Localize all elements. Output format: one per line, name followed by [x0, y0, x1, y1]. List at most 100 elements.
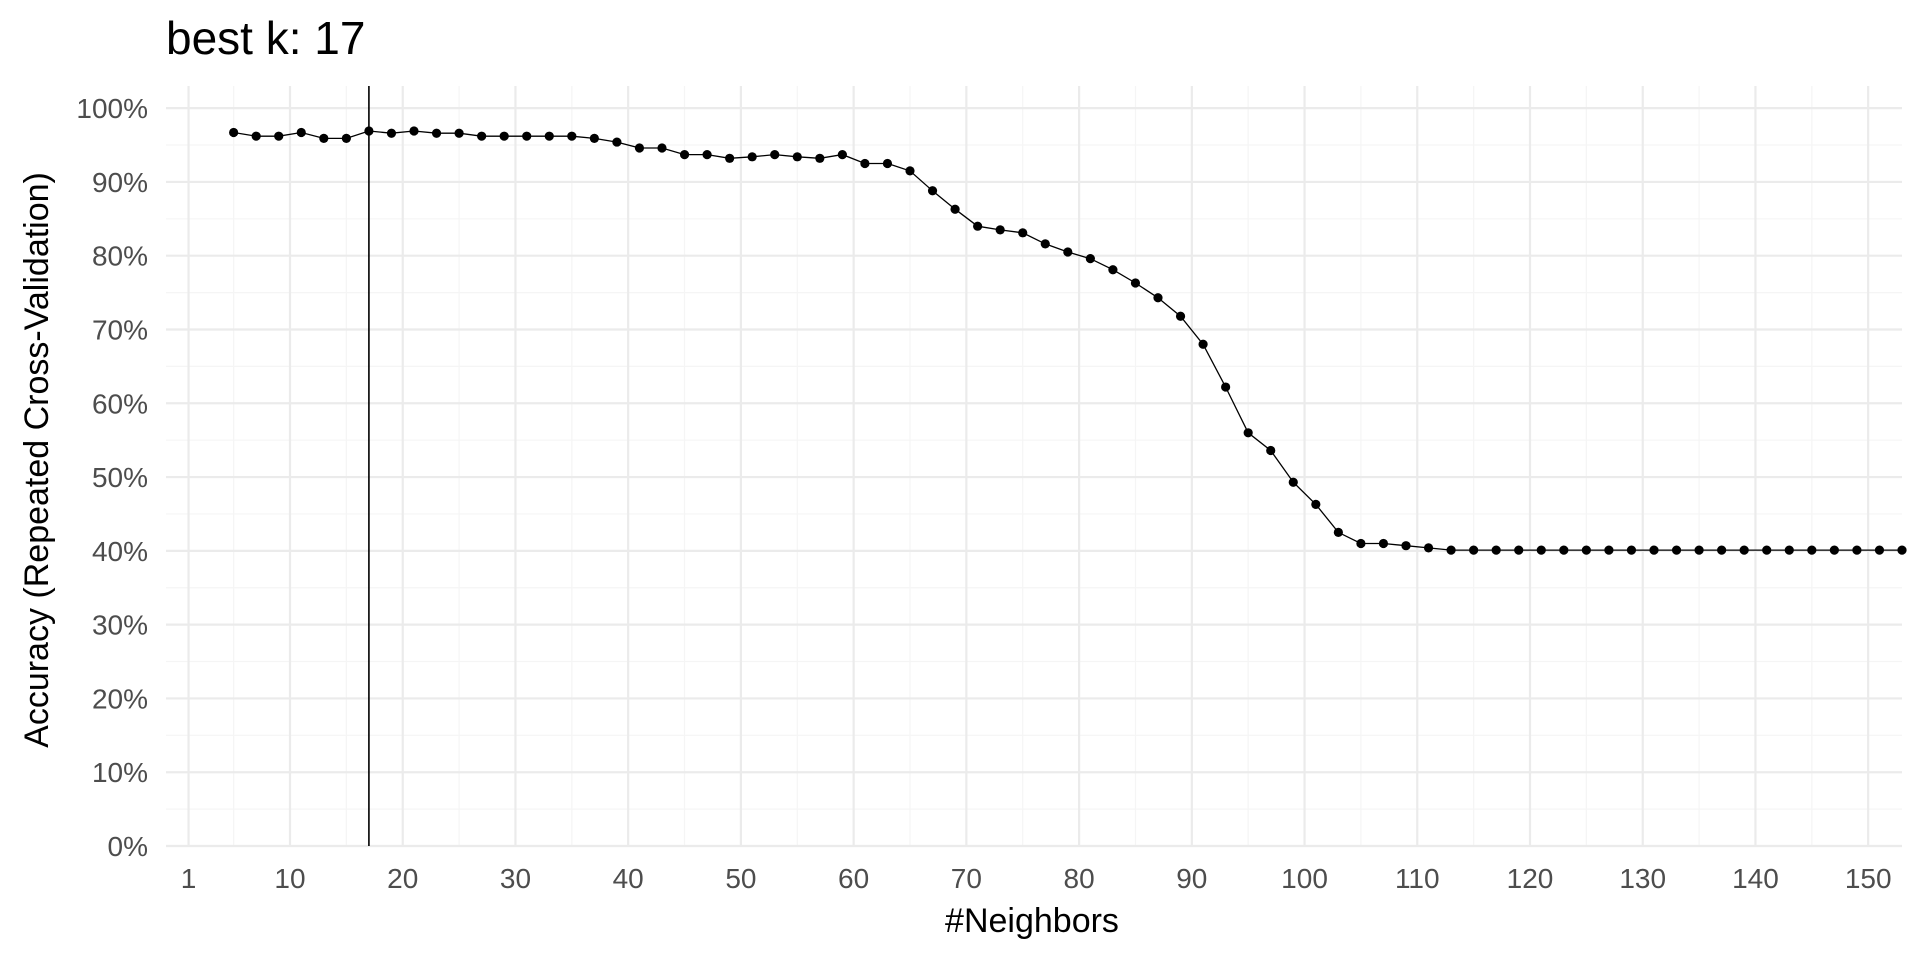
data-point — [1130, 278, 1141, 288]
data-point — [589, 133, 599, 143]
data-point — [1243, 428, 1253, 438]
data-point — [747, 152, 757, 162]
data-point — [792, 152, 802, 162]
data-point — [1040, 239, 1050, 249]
data-point — [995, 225, 1005, 235]
data-point — [1063, 247, 1073, 257]
data-point — [1829, 545, 1839, 555]
data-point — [1018, 228, 1028, 238]
data-point — [1559, 545, 1569, 555]
y-tick-label: 40% — [92, 536, 148, 567]
x-tick-labels: 1 10 20 30 40 50 60 70 80 90 100 110 120 130 140 150 — [181, 863, 1892, 894]
data-point — [1694, 545, 1704, 555]
data-point — [1897, 545, 1907, 555]
data-point — [612, 137, 622, 147]
data-point — [657, 143, 667, 153]
y-tick-label: 60% — [92, 388, 148, 419]
data-point — [522, 131, 532, 141]
data-point — [1469, 545, 1479, 555]
data-point — [1266, 445, 1276, 456]
data-point — [229, 127, 239, 138]
data-point — [1807, 545, 1817, 555]
data-point — [1311, 499, 1321, 509]
data-point — [634, 143, 645, 153]
x-tick-label: 130 — [1619, 863, 1666, 894]
x-tick-label: 80 — [1064, 863, 1095, 894]
x-tick-label: 10 — [274, 863, 305, 894]
data-point — [905, 166, 915, 176]
x-tick-label: 150 — [1845, 863, 1892, 894]
data-point — [1852, 545, 1862, 555]
y-tick-label: 80% — [92, 241, 148, 272]
data-point — [1604, 545, 1614, 555]
x-tick-label: 70 — [951, 863, 982, 894]
data-point — [364, 126, 374, 136]
data-point — [770, 150, 780, 160]
data-point — [567, 131, 577, 141]
y-tick-label: 10% — [92, 757, 148, 788]
data-point — [274, 131, 284, 141]
data-point — [1671, 545, 1682, 555]
data-point — [1717, 545, 1727, 555]
data-point — [1288, 477, 1298, 487]
data-point — [499, 131, 509, 141]
data-point — [1626, 545, 1637, 555]
x-tick-label: 1 — [181, 863, 197, 894]
y-axis-title: Accuracy (Repeated Cross-Validation) — [18, 172, 56, 748]
data-point — [927, 186, 938, 196]
y-tick-labels: 0% 10% 20% 30% 40% 50% 60% 70% 80% 90% 100% — [76, 93, 148, 862]
grid — [166, 86, 1902, 848]
y-tick-label: 50% — [92, 462, 148, 493]
y-tick-label: 100% — [76, 93, 148, 124]
x-tick-label: 140 — [1732, 863, 1779, 894]
y-tick-label: 20% — [92, 683, 148, 714]
y-tick-label: 0% — [108, 831, 148, 862]
data-point — [837, 150, 847, 160]
data-point — [1085, 254, 1095, 264]
x-tick-label: 60 — [838, 863, 869, 894]
data-point — [1401, 541, 1411, 551]
data-point — [454, 128, 464, 138]
data-point — [477, 131, 487, 141]
x-tick-label: 120 — [1507, 863, 1554, 894]
data-point — [1198, 339, 1208, 349]
data-point — [1108, 265, 1118, 275]
x-tick-label: 40 — [613, 863, 644, 894]
data-point — [973, 221, 983, 231]
x-tick-label: 90 — [1176, 863, 1207, 894]
data-point — [1762, 545, 1772, 555]
data-point — [950, 204, 960, 214]
data-point — [1649, 545, 1659, 555]
data-point — [1536, 545, 1546, 555]
data-point — [1491, 545, 1501, 555]
data-point — [860, 158, 870, 169]
x-tick-label: 20 — [387, 863, 418, 894]
data-point — [544, 131, 554, 141]
data-point — [725, 153, 735, 163]
data-point — [341, 133, 351, 143]
data-point — [409, 126, 419, 136]
x-axis-title: #Neighbors — [945, 902, 1119, 940]
x-tick-label: 110 — [1395, 863, 1440, 894]
data-point — [1423, 543, 1434, 553]
chart-title: best k: 17 — [166, 12, 365, 64]
data-point — [1446, 545, 1456, 555]
y-tick-label: 70% — [92, 314, 148, 345]
data-point — [1175, 311, 1186, 321]
data-point — [1514, 545, 1524, 555]
x-tick-label: 100 — [1281, 863, 1328, 894]
data-point — [882, 158, 893, 169]
data-point — [319, 133, 329, 143]
y-tick-label: 30% — [92, 610, 148, 641]
data-point — [1221, 382, 1231, 392]
data-point — [702, 150, 712, 160]
data-point — [1874, 545, 1885, 555]
data-point — [1378, 538, 1389, 549]
y-tick-label: 90% — [92, 167, 148, 198]
data-point — [679, 150, 690, 160]
data-point — [1356, 538, 1366, 549]
data-point — [1333, 527, 1343, 538]
data-point — [1784, 545, 1794, 555]
